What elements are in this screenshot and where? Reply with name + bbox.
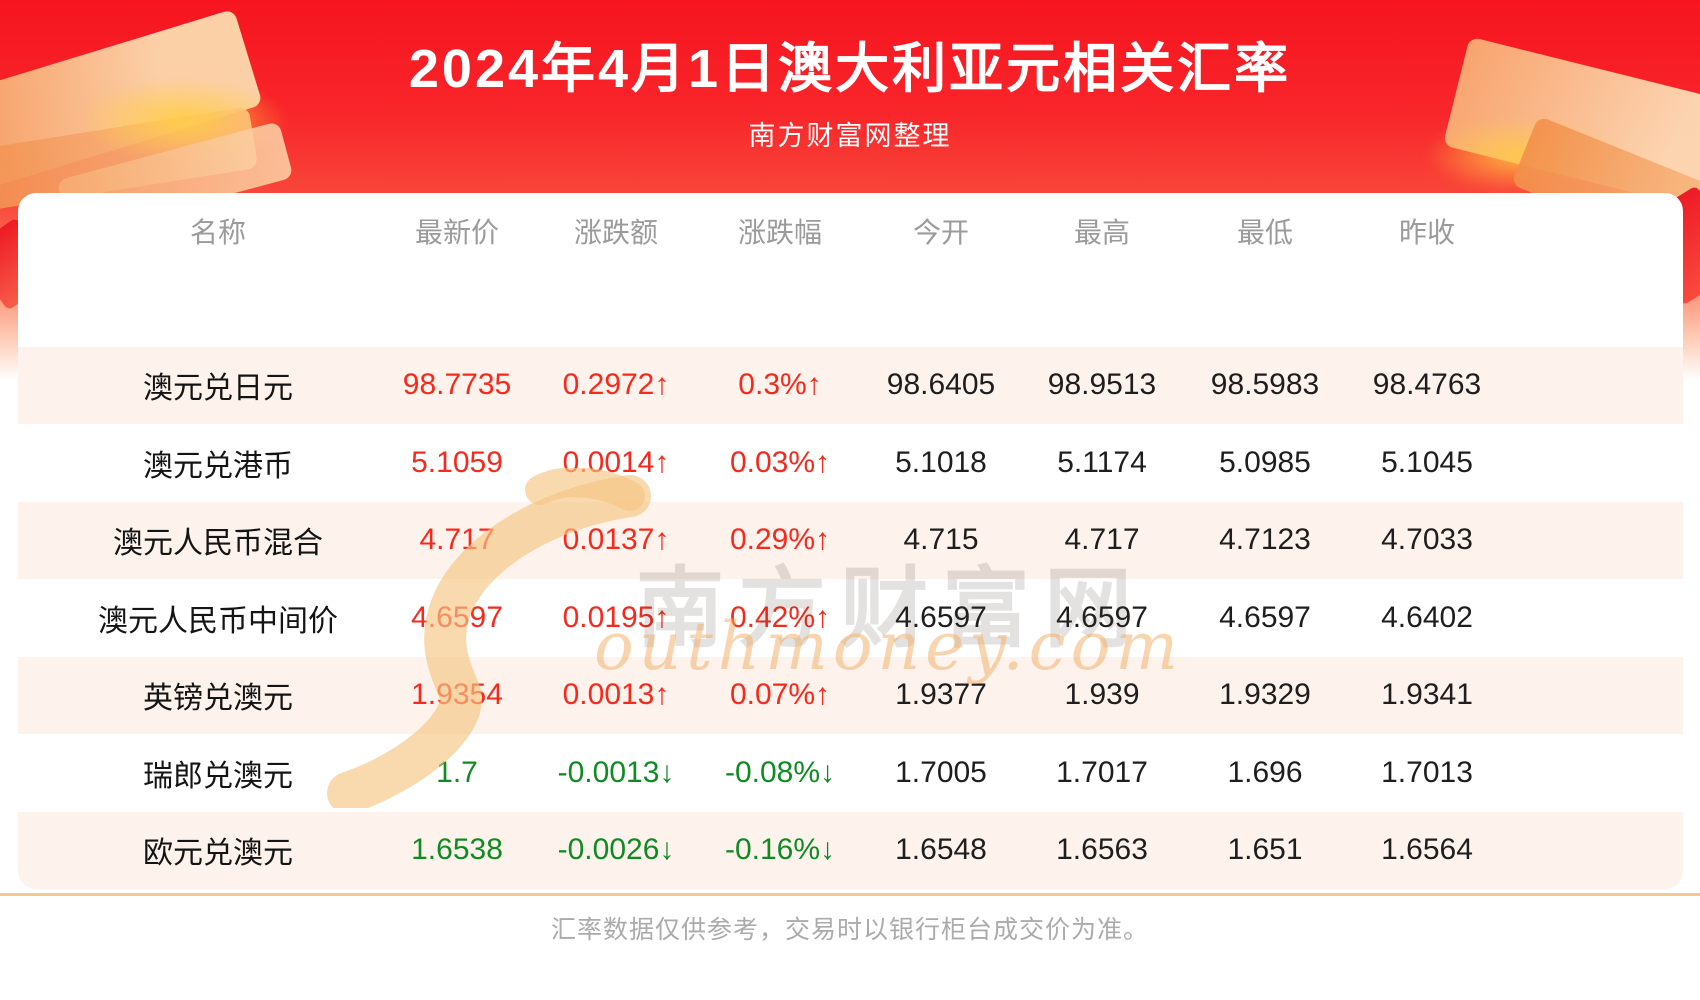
cell-low: 1.696 (1227, 755, 1303, 789)
cell-name: 澳元人民币混合 (113, 527, 323, 561)
cell-open: 1.9377 (895, 678, 987, 712)
cell-prev-close: 1.7013 (1381, 755, 1473, 789)
column-header-open: 今开 (912, 217, 969, 248)
cell-change: 0.0137↑ (562, 523, 670, 557)
cell-low: 5.0985 (1219, 445, 1311, 479)
cell-low: 1.9329 (1219, 678, 1311, 712)
column-header-name: 名称 (189, 217, 246, 248)
table-row: 瑞郎兑澳元 1.7 -0.0013↓ -0.08%↓ 1.7005 1.7017… (18, 734, 1683, 812)
page-title: 2024年4月1日澳大利亚元相关汇率 (408, 39, 1292, 99)
cell-change-pct: 0.3%↑ (738, 368, 822, 402)
cell-change-pct: 0.29%↑ (729, 523, 831, 557)
column-header-prev-close: 昨收 (1398, 217, 1455, 248)
cell-change-pct: 0.03%↑ (729, 445, 831, 479)
table-header-row: 名称 最新价 涨跌额 涨跌幅 今开 最高 最低 昨收 (18, 193, 1683, 269)
cell-prev-close: 98.4763 (1372, 368, 1482, 402)
cell-high: 98.9513 (1047, 368, 1157, 402)
disclaimer-note: 汇率数据仅供参考，交易时以银行柜台成交价为准。 (550, 916, 1149, 944)
cell-latest: 4.717 (419, 523, 495, 557)
cell-open: 4.715 (903, 523, 979, 557)
cell-latest: 5.1059 (411, 445, 503, 479)
cell-name: 瑞郎兑澳元 (143, 759, 293, 793)
cell-low: 4.7123 (1219, 523, 1311, 557)
cell-latest: 1.9354 (411, 678, 503, 712)
exchange-rate-table-card: 名称 最新价 涨跌额 涨跌幅 今开 最高 最低 昨收 澳元兑日元 98.7735… (18, 193, 1683, 889)
cell-name: 英镑兑澳元 (143, 682, 293, 716)
cell-open: 1.7005 (895, 755, 987, 789)
cell-prev-close: 1.9341 (1381, 678, 1473, 712)
cell-name: 澳元兑日元 (143, 372, 293, 406)
cell-prev-close: 4.6402 (1381, 600, 1473, 634)
table-row: 英镑兑澳元 1.9354 0.0013↑ 0.07%↑ 1.9377 1.939… (18, 656, 1683, 734)
column-header-low: 最低 (1236, 217, 1293, 248)
cell-change: 0.0195↑ (562, 600, 670, 634)
cell-change-pct: -0.16%↓ (724, 833, 836, 867)
cell-latest: 1.6538 (411, 833, 503, 867)
table-row: 欧元兑澳元 1.6538 -0.0026↓ -0.16%↓ 1.6548 1.6… (18, 811, 1683, 889)
cell-change: 0.0014↑ (562, 445, 670, 479)
table-body: 澳元兑日元 98.7735 0.2972↑ 0.3%↑ 98.6405 98.9… (18, 269, 1683, 889)
cell-change: -0.0026↓ (557, 833, 675, 867)
cell-open: 1.6548 (895, 833, 987, 867)
cell-low: 98.5983 (1210, 368, 1320, 402)
table-row (18, 269, 1683, 347)
cell-open: 4.6597 (895, 600, 987, 634)
cell-latest: 4.6597 (411, 600, 503, 634)
table-row: 澳元兑日元 98.7735 0.2972↑ 0.3%↑ 98.6405 98.9… (18, 346, 1683, 424)
table-row: 澳元兑港币 5.1059 0.0014↑ 0.03%↑ 5.1018 5.117… (18, 424, 1683, 502)
page-subtitle: 南方财富网整理 (748, 121, 952, 151)
cell-high: 1.7017 (1056, 755, 1148, 789)
cell-latest: 98.7735 (402, 368, 512, 402)
cell-high: 1.939 (1064, 678, 1140, 712)
column-header-change-pct: 涨跌幅 (737, 217, 822, 248)
cell-prev-close: 4.7033 (1381, 523, 1473, 557)
cell-prev-close: 5.1045 (1381, 445, 1473, 479)
cell-name: 澳元人民币中间价 (98, 604, 338, 638)
column-header-high: 最高 (1073, 217, 1130, 248)
cell-prev-close: 1.6564 (1381, 833, 1473, 867)
cell-high: 4.717 (1064, 523, 1140, 557)
cell-name: 澳元兑港币 (143, 449, 293, 483)
cell-low: 1.651 (1227, 833, 1303, 867)
cell-open: 5.1018 (895, 445, 987, 479)
cell-latest: 1.7 (436, 755, 478, 789)
cell-high: 4.6597 (1056, 600, 1148, 634)
table-row: 澳元人民币中间价 4.6597 0.0195↑ 0.42%↑ 4.6597 4.… (18, 579, 1683, 657)
cell-open: 98.6405 (886, 368, 996, 402)
cell-low: 4.6597 (1219, 600, 1311, 634)
column-header-change: 涨跌额 (573, 217, 658, 248)
cell-high: 1.6563 (1056, 833, 1148, 867)
column-header-latest: 最新价 (415, 217, 500, 248)
table-row: 澳元人民币混合 4.717 0.0137↑ 0.29%↑ 4.715 4.717… (18, 501, 1683, 579)
cell-name: 欧元兑澳元 (143, 837, 293, 871)
footer-divider-line (0, 893, 1700, 896)
cell-change-pct: 0.07%↑ (729, 678, 831, 712)
cell-change: -0.0013↓ (557, 755, 675, 789)
cell-change: 0.0013↑ (562, 678, 670, 712)
cell-high: 5.1174 (1057, 445, 1147, 479)
cell-change-pct: -0.08%↓ (724, 755, 836, 789)
cell-change-pct: 0.42%↑ (729, 600, 831, 634)
cell-change: 0.2972↑ (562, 368, 670, 402)
